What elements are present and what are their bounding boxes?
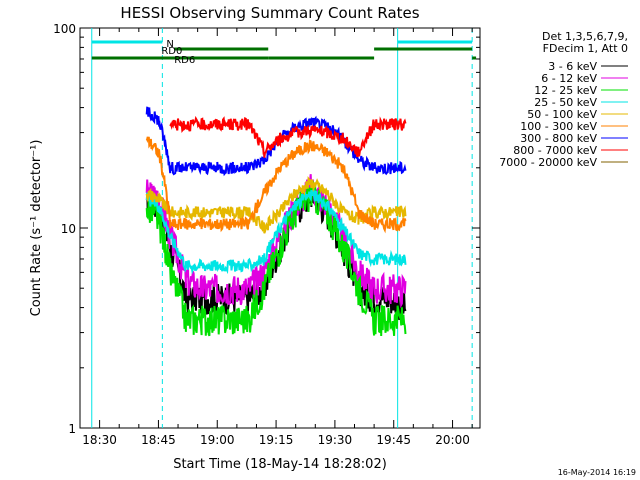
flag-label: RD6 [174,55,195,66]
legend-label: 7000 - 20000 keV [499,156,597,169]
series-line [145,136,407,234]
flag-label: N [166,39,173,50]
legend-label: 300 - 800 keV [520,132,597,145]
legend-label: 6 - 12 keV [541,72,597,85]
series-line [145,189,407,275]
legend-label: 3 - 6 keV [548,60,597,73]
flag-label: RD0 [161,46,182,57]
legend-label: 12 - 25 keV [534,84,597,97]
x-tick-label: 18:30 [82,433,117,447]
x-axis-label: Start Time (18-May-14 18:28:02) [173,457,387,472]
y-tick-label: 100 [53,22,76,36]
legend-label: 800 - 7000 keV [513,144,597,157]
x-tick-label: 19:00 [200,433,235,447]
legend-header-1: Det 1,3,5,6,7,9, [542,30,628,43]
series-line [145,174,407,309]
series-line [145,180,407,337]
chart-title: HESSI Observing Summary Count Rates [120,4,419,22]
series-line [169,115,407,158]
y-tick-label: 10 [61,222,76,236]
plot-frame [79,27,481,429]
axes: 18:30 18:45 19:00 19:15 19:30 19:45 20:00 1 10 10… [53,22,480,447]
series-line [145,181,407,320]
x-tick-label: 19:45 [376,433,411,447]
y-axis-label: Count Rate (s⁻¹ detector⁻¹) [29,140,44,317]
x-tick-label: 19:15 [259,433,294,447]
legend-label: 100 - 300 keV [520,120,597,133]
x-tick-label: 18:45 [141,433,176,447]
x-tick-label: 20:00 [435,433,470,447]
y-tick-label: 1 [68,422,76,436]
legend-label: 25 - 50 keV [534,96,597,109]
legend-label: 50 - 100 keV [527,108,597,121]
x-tick-label: 19:30 [318,433,353,447]
footer-timestamp: 16-May-2014 16:19 [558,468,636,477]
legend-header-2: FDecim 1, Att 0 [543,42,628,55]
legend: Det 1,3,5,6,7,9,FDecim 1, Att 0 3 - 6 keV… [499,30,628,169]
